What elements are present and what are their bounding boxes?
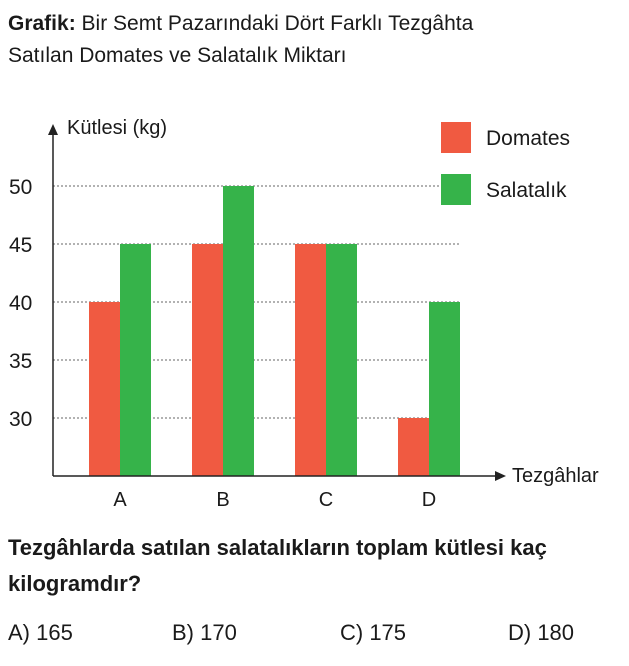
x-tick-label: D (422, 489, 436, 511)
bar-salatalık-a (120, 244, 151, 476)
answer-options: A) 165 B) 170 C) 175 D) 180 (8, 620, 623, 656)
bar-salatalık-b (223, 186, 254, 476)
x-tick-label: A (113, 489, 127, 511)
option-b[interactable]: B) 170 (172, 620, 237, 645)
bar-domates-a (89, 302, 120, 476)
x-axis-arrow (495, 471, 506, 481)
bar-domates-b (192, 244, 223, 476)
y-axis-label: Kütlesi (kg) (67, 117, 167, 139)
legend-label-salatalık: Salatalık (486, 179, 567, 202)
legend-swatch-domates (441, 122, 471, 153)
chart-title: Grafik: Bir Semt Pazarındaki Dört Farklı… (8, 8, 623, 72)
y-tick-label: 30 (9, 408, 32, 431)
question-text: Tezgâhlarda satılan salatalıkların topla… (8, 535, 547, 596)
legend-label-domates: Domates (486, 127, 570, 150)
y-tick-label: 50 (9, 176, 32, 199)
x-axis-label: Tezgâhlar (512, 465, 599, 487)
legend-swatch-salatalık (441, 174, 471, 205)
option-d[interactable]: D) 180 (508, 620, 575, 645)
x-tick-label: B (216, 489, 229, 511)
y-axis-arrow (48, 124, 58, 135)
title-line1: Bir Semt Pazarındaki Dört Farklı Tezgâht… (81, 12, 474, 35)
y-tick-label: 40 (9, 292, 32, 315)
option-a[interactable]: A) 165 (8, 620, 73, 645)
title-prefix: Grafik: (8, 12, 76, 35)
title-line2: Satılan Domates ve Salatalık Miktarı (8, 44, 347, 67)
bar-chart: 30 35 40 45 50 A B C D Kütlesi (kg) Tezgâhlar Domat… (9, 117, 599, 511)
bar-salatalık-c (326, 244, 357, 476)
y-tick-label: 45 (9, 234, 32, 257)
bar-domates-c (295, 244, 326, 476)
x-tick-label: C (319, 489, 333, 511)
option-c[interactable]: C) 175 (340, 620, 407, 645)
y-tick-label: 35 (9, 350, 32, 373)
bar-salatalık-d (429, 302, 460, 476)
bar-domates-d (398, 418, 429, 476)
